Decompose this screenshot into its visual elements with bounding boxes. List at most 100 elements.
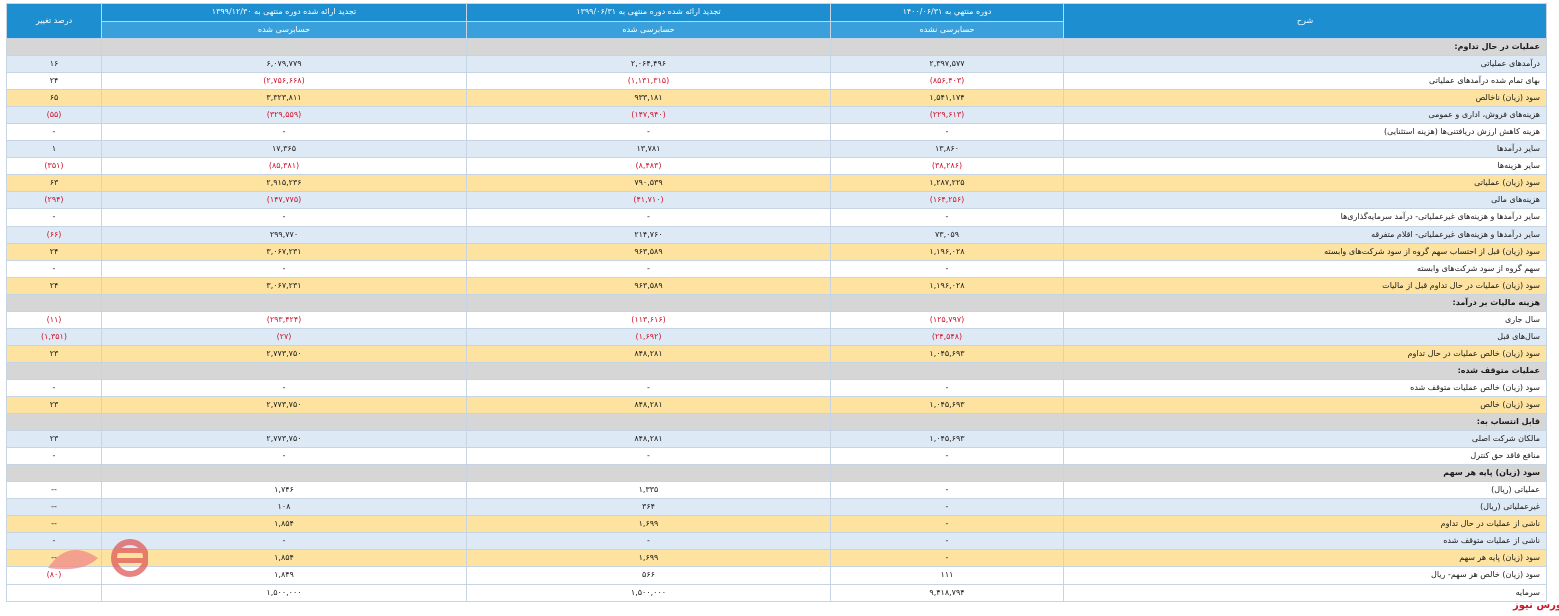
watermark-logo-icon bbox=[48, 539, 148, 577]
row-label: هزینه‌های فروش، اداری و عمومی bbox=[1063, 106, 1547, 125]
table-row: سایر درآمدها و هزینه‌های غیرعملیاتی- درآ… bbox=[6, 208, 1547, 227]
row-label: سود (زیان) خالص عملیات در حال تداوم bbox=[1063, 344, 1547, 363]
row-label: سود (زیان) عملیاتی bbox=[1063, 174, 1547, 193]
cell-period-3: (۲۹۳,۴۲۴) bbox=[101, 310, 467, 329]
cell-period-1 bbox=[830, 37, 1064, 57]
cell-period-2: (۱۱۳,۶۱۶) bbox=[466, 310, 831, 329]
cell-period-1: (۱۶۴,۲۵۶) bbox=[830, 191, 1064, 210]
cell-period-2: ۸۴۸,۲۸۱ bbox=[466, 430, 831, 449]
cell-period-3: ۶,۰۷۹,۷۷۹ bbox=[101, 55, 467, 74]
cell-period-1: (۸۵۶,۴۰۳) bbox=[830, 72, 1064, 91]
cell-period-2: ۸۴۸,۲۸۱ bbox=[466, 395, 831, 415]
cell-period-3: ۱,۸۵۴ bbox=[101, 515, 467, 534]
cell-change-percent: ۲۴ bbox=[6, 276, 102, 295]
row-label: سال جاری bbox=[1063, 310, 1547, 329]
cell-period-2: (۱۴۷,۹۴۰) bbox=[466, 106, 831, 125]
cell-period-3: ۱,۸۵۴ bbox=[101, 549, 467, 568]
cell-change-percent: ۲۴ bbox=[6, 72, 102, 91]
cell-period-1: (۳۸,۲۸۶) bbox=[830, 157, 1064, 176]
row-label: عملیاتی (ریال) bbox=[1063, 481, 1547, 500]
row-label: سهم گروه از سود شرکت‌های وابسته bbox=[1063, 259, 1547, 278]
cell-period-2: ۲,۰۶۴,۴۹۶ bbox=[466, 55, 831, 74]
table-row: هزینه کاهش ارزش دریافتنی‌ها (هزینه استثن… bbox=[6, 123, 1547, 142]
cell-period-3: - bbox=[101, 123, 467, 142]
cell-period-3 bbox=[101, 293, 467, 312]
cell-period-1 bbox=[830, 361, 1064, 380]
row-label: سال‌های قبل bbox=[1063, 327, 1547, 346]
row-label: سایر درآمدها bbox=[1063, 140, 1547, 159]
cell-period-2: (۱,۶۹۲) bbox=[466, 327, 831, 346]
section-row: عملیات متوقف شده: bbox=[6, 361, 1547, 380]
cell-period-2: ۱,۵۰۰,۰۰۰ bbox=[466, 583, 831, 602]
cell-change-percent: ۶۳ bbox=[6, 174, 102, 193]
table-row: سود (زیان) عملیاتی ۱,۲۸۷,۲۲۵ ۷۹۰,۵۳۹ ۲,۹۱۵,… bbox=[6, 174, 1547, 193]
cell-period-3: (۸۵,۳۸۱) bbox=[101, 157, 467, 176]
cell-change-percent: - bbox=[6, 123, 102, 142]
cell-change-percent bbox=[6, 37, 102, 57]
table-row: هزینه‌های مالی (۱۶۴,۲۵۶) (۴۱,۷۱۰) (۱۴۷,۷۷۵)… bbox=[6, 191, 1547, 210]
header-period-1: دوره منتهي به ۱۴۰۰/۰۶/۳۱ bbox=[830, 3, 1064, 22]
cell-period-2: - bbox=[466, 447, 831, 466]
cell-period-3 bbox=[101, 413, 467, 432]
row-label: ناشی از عملیات در حال تداوم bbox=[1063, 515, 1547, 534]
table-row: سود (زیان) خالص ۱,۰۴۵,۶۹۳ ۸۴۸,۲۸۱ ۲,۷۷۳,۷۵۰… bbox=[6, 395, 1547, 415]
cell-change-percent: ۲۴ bbox=[6, 242, 102, 261]
row-label: منافع فاقد حق کنترل bbox=[1063, 447, 1547, 466]
cell-period-3: ۲,۹۱۵,۲۳۶ bbox=[101, 174, 467, 193]
cell-period-3: - bbox=[101, 532, 467, 551]
cell-period-2: ۷۹۰,۵۳۹ bbox=[466, 174, 831, 193]
table-row: سود (زیان) خالص هر سهم- ریال ۱۱۱ ۵۶۶ ۱,۸۴۹(… bbox=[6, 566, 1547, 585]
cell-period-1: ۱,۱۹۶,۰۲۸ bbox=[830, 276, 1064, 295]
table-row: بهای تمام شده درآمدهای عملیاتی (۸۵۶,۴۰۳) (… bbox=[6, 72, 1547, 91]
cell-change-percent: - bbox=[6, 378, 102, 397]
cell-period-1: - bbox=[830, 549, 1064, 568]
cell-period-3 bbox=[101, 464, 467, 483]
cell-period-2 bbox=[466, 293, 831, 312]
cell-period-2: ۹۶۳,۵۸۹ bbox=[466, 276, 831, 295]
cell-period-2: - bbox=[466, 378, 831, 397]
cell-period-2 bbox=[466, 464, 831, 483]
cell-period-2: (۸,۴۸۳) bbox=[466, 157, 831, 176]
row-label: هزینه کاهش ارزش دریافتنی‌ها (هزینه استثن… bbox=[1063, 123, 1547, 142]
row-label: مالکان شرکت اصلی bbox=[1063, 430, 1547, 449]
table-row: سایر هزینه‌ها (۳۸,۲۸۶) (۸,۴۸۳) (۸۵,۳۸۱) (۳۵۱… bbox=[6, 157, 1547, 176]
cell-period-1: - bbox=[830, 532, 1064, 551]
cell-period-2 bbox=[466, 413, 831, 432]
cell-change-percent: ۶۵ bbox=[6, 89, 102, 108]
row-label: سایر درآمدها و هزینه‌های غیرعملیاتی- اقل… bbox=[1063, 225, 1547, 244]
cell-period-2 bbox=[466, 361, 831, 380]
table-row: غیرعملیاتی (ریال) -۳۶۴ ۱۰۸ -- bbox=[6, 498, 1547, 517]
row-label: درآمدهای عملیاتی bbox=[1063, 55, 1547, 74]
row-label: غیرعملیاتی (ریال) bbox=[1063, 498, 1547, 517]
cell-period-1: ۱۱۱ bbox=[830, 566, 1064, 585]
cell-period-1: - bbox=[830, 447, 1064, 466]
header-period-1-audit: حسابرسی نشده bbox=[830, 20, 1064, 39]
cell-period-1: ۱۳,۸۶۰ bbox=[830, 140, 1064, 159]
cell-change-percent bbox=[6, 583, 102, 602]
cell-change-percent: -- bbox=[6, 481, 102, 500]
cell-change-percent bbox=[6, 293, 102, 312]
cell-change-percent: ۲۳ bbox=[6, 430, 102, 449]
cell-period-1: ۹,۴۱۸,۷۹۴ bbox=[830, 583, 1064, 602]
table-row: سال جاری (۱۲۵,۷۹۷) (۱۱۳,۶۱۶) (۲۹۳,۴۲۴) (۱۱) bbox=[6, 310, 1547, 329]
row-label: عملیات در حال تداوم: bbox=[1063, 37, 1547, 57]
row-label: هزینه‌های مالی bbox=[1063, 191, 1547, 210]
row-label: سود (زیان) خالص هر سهم- ریال bbox=[1063, 566, 1547, 585]
row-label: سود (زیان) پایه هر سهم bbox=[1063, 549, 1547, 568]
cell-period-3: ۲,۷۷۳,۷۵۰ bbox=[101, 395, 467, 415]
header-period-3-audit: حسابرسی شده bbox=[101, 20, 467, 39]
row-label: ناشی از عملیات متوقف شده bbox=[1063, 532, 1547, 551]
cell-period-3: ۱۷,۳۶۵ bbox=[101, 140, 467, 159]
cell-period-3: ۲۹۹,۷۷۰ bbox=[101, 225, 467, 244]
cell-period-1: - bbox=[830, 498, 1064, 517]
row-label: سود (زیان) خالص bbox=[1063, 395, 1547, 415]
section-row: هزینه مالیات بر درآمد: bbox=[6, 293, 1547, 312]
cell-period-3: ۳,۰۶۷,۲۳۱ bbox=[101, 242, 467, 261]
row-label: بهای تمام شده درآمدهای عملیاتی bbox=[1063, 72, 1547, 91]
cell-period-1 bbox=[830, 464, 1064, 483]
table-row: سهم گروه از سود شرکت‌های وابسته - - - - bbox=[6, 259, 1547, 278]
cell-period-3: (۲,۷۵۶,۶۶۸) bbox=[101, 72, 467, 91]
cell-period-3: ۳,۰۶۷,۲۳۱ bbox=[101, 276, 467, 295]
cell-period-3: ۱,۵۰۰,۰۰۰ bbox=[101, 583, 467, 602]
cell-period-2 bbox=[466, 37, 831, 57]
